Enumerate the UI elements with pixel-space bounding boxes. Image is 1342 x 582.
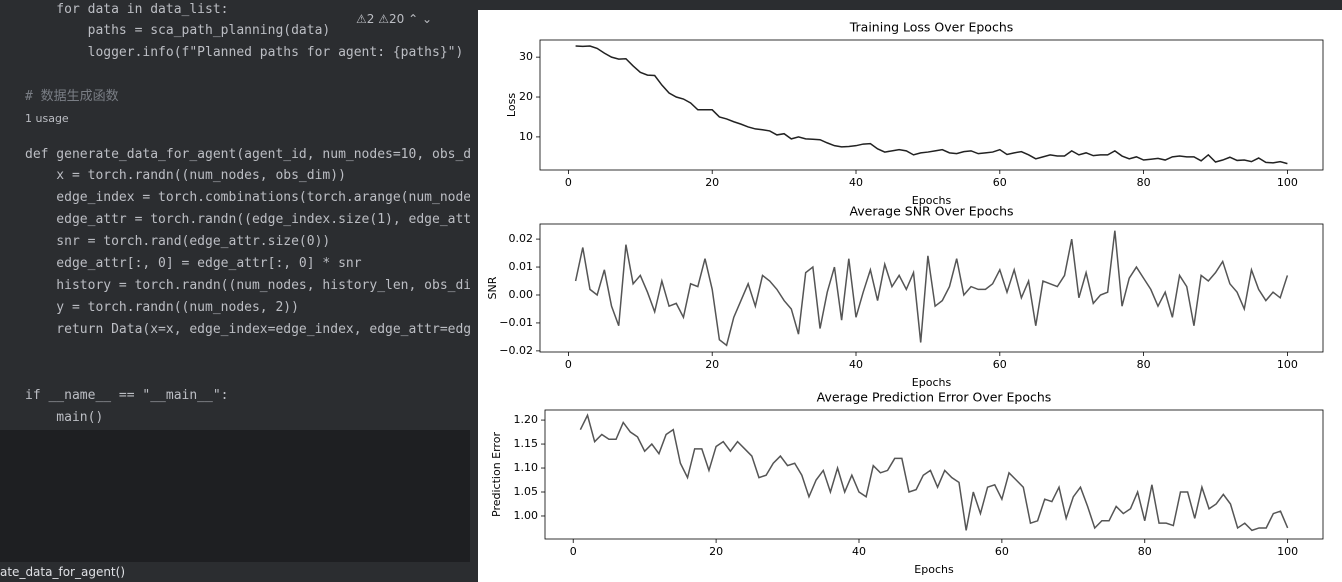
y-tick-label: 1.10 xyxy=(514,461,539,474)
code-line: history = torch.randn((num_nodes, histor… xyxy=(25,278,470,293)
code-line: y = torch.randn((num_nodes, 2)) xyxy=(25,300,299,315)
x-tick-label: 60 xyxy=(995,545,1009,558)
x-tick-label: 60 xyxy=(993,176,1007,189)
x-tick-label: 60 xyxy=(993,358,1007,371)
x-tick-label: 80 xyxy=(1137,358,1151,371)
x-tick-label: 100 xyxy=(1277,176,1298,189)
x-axis-label: Epochs xyxy=(912,376,952,389)
toolbar xyxy=(478,0,1342,10)
code-line: return Data(x=x, edge_index=edge_index, … xyxy=(25,322,470,337)
y-tick-label: 0.00 xyxy=(509,288,534,301)
warning-icon: ⚠ xyxy=(356,12,367,26)
x-tick-label: 0 xyxy=(565,358,572,371)
x-axis-label: Epochs xyxy=(914,563,954,576)
usage-hint[interactable]: 1 usage xyxy=(25,112,69,125)
x-tick-label: 40 xyxy=(849,176,863,189)
y-tick-label: 0.02 xyxy=(509,232,534,245)
code-comment: # 数据生成函数 xyxy=(25,89,119,104)
data-line xyxy=(579,413,1289,532)
y-axis-label: Loss xyxy=(505,93,518,117)
y-tick-label: −0.01 xyxy=(499,316,533,329)
plot-area xyxy=(544,409,1324,540)
code-line: edge_attr[:, 0] = edge_attr[:, 0] * snr xyxy=(25,256,362,271)
x-tick-label: 20 xyxy=(709,545,723,558)
x-tick-label: 0 xyxy=(565,176,572,189)
x-tick-label: 100 xyxy=(1277,358,1298,371)
x-tick-label: 20 xyxy=(705,176,719,189)
y-tick-label: 30 xyxy=(519,50,533,63)
code-line: if __name__ == "__main__": xyxy=(25,388,229,403)
code-line: def generate_data_for_agent(agent_id, nu… xyxy=(25,147,470,162)
y-tick-label: −0.02 xyxy=(499,344,533,357)
chart-title: Average Prediction Error Over Epochs xyxy=(817,390,1052,405)
code-line: x = torch.randn((num_nodes, obs_dim)) xyxy=(25,168,346,183)
data-line xyxy=(574,230,1289,347)
y-tick-label: 10 xyxy=(519,130,533,143)
code-line: edge_index = torch.combinations(torch.ar… xyxy=(25,190,470,205)
warning-icon: ⚠ xyxy=(378,12,389,26)
x-tick-label: 80 xyxy=(1138,545,1152,558)
data-line xyxy=(575,45,1288,165)
x-tick-label: 80 xyxy=(1137,176,1151,189)
chart-title: Training Loss Over Epochs xyxy=(849,20,1014,35)
breadcrumb[interactable]: ate_data_for_agent() xyxy=(0,565,125,579)
code-line: snr = torch.rand(edge_attr.size(0)) xyxy=(25,234,331,249)
status-bar: ate_data_for_agent() xyxy=(0,562,478,582)
x-tick-label: 40 xyxy=(852,545,866,558)
chart-title: Average SNR Over Epochs xyxy=(849,204,1013,219)
x-axis-label: Epochs xyxy=(912,194,952,207)
plot-area xyxy=(539,223,1324,353)
y-tick-label: 20 xyxy=(519,90,533,103)
splitter xyxy=(470,0,478,582)
warning-count: 2 xyxy=(366,12,375,26)
plot-area xyxy=(539,39,1324,171)
y-axis-label: Prediction Error xyxy=(490,432,503,517)
code-editor: for data in data_list: paths = sca_path_… xyxy=(0,0,470,562)
y-tick-label: 1.00 xyxy=(514,509,539,522)
nav-arrows[interactable]: ⌃ ⌄ xyxy=(408,12,433,26)
x-tick-label: 100 xyxy=(1277,545,1298,558)
figure: Training Loss Over Epochs Epochs Loss 0 20 40… xyxy=(478,10,1342,582)
code-line: for data in data_list: xyxy=(25,2,229,17)
y-tick-label: 1.20 xyxy=(514,413,539,426)
code-block xyxy=(0,0,470,430)
y-tick-label: 1.05 xyxy=(514,485,539,498)
x-tick-label: 20 xyxy=(705,358,719,371)
x-tick-label: 0 xyxy=(570,545,577,558)
code-line: edge_attr = torch.randn((edge_index.size… xyxy=(25,212,470,227)
inspection-widget[interactable]: ⚠2 ⚠20 ⌃ ⌄ xyxy=(356,12,433,26)
code-line: main() xyxy=(25,410,104,425)
warning-count: 20 xyxy=(389,12,405,26)
y-tick-label: 1.15 xyxy=(514,437,539,450)
code-line: logger.info(f"Planned paths for agent: {… xyxy=(25,45,464,60)
y-tick-label: 0.01 xyxy=(509,260,534,273)
x-tick-label: 40 xyxy=(849,358,863,371)
code-line: paths = sca_path_planning(data) xyxy=(25,23,331,38)
y-axis-label: SNR xyxy=(486,276,499,299)
